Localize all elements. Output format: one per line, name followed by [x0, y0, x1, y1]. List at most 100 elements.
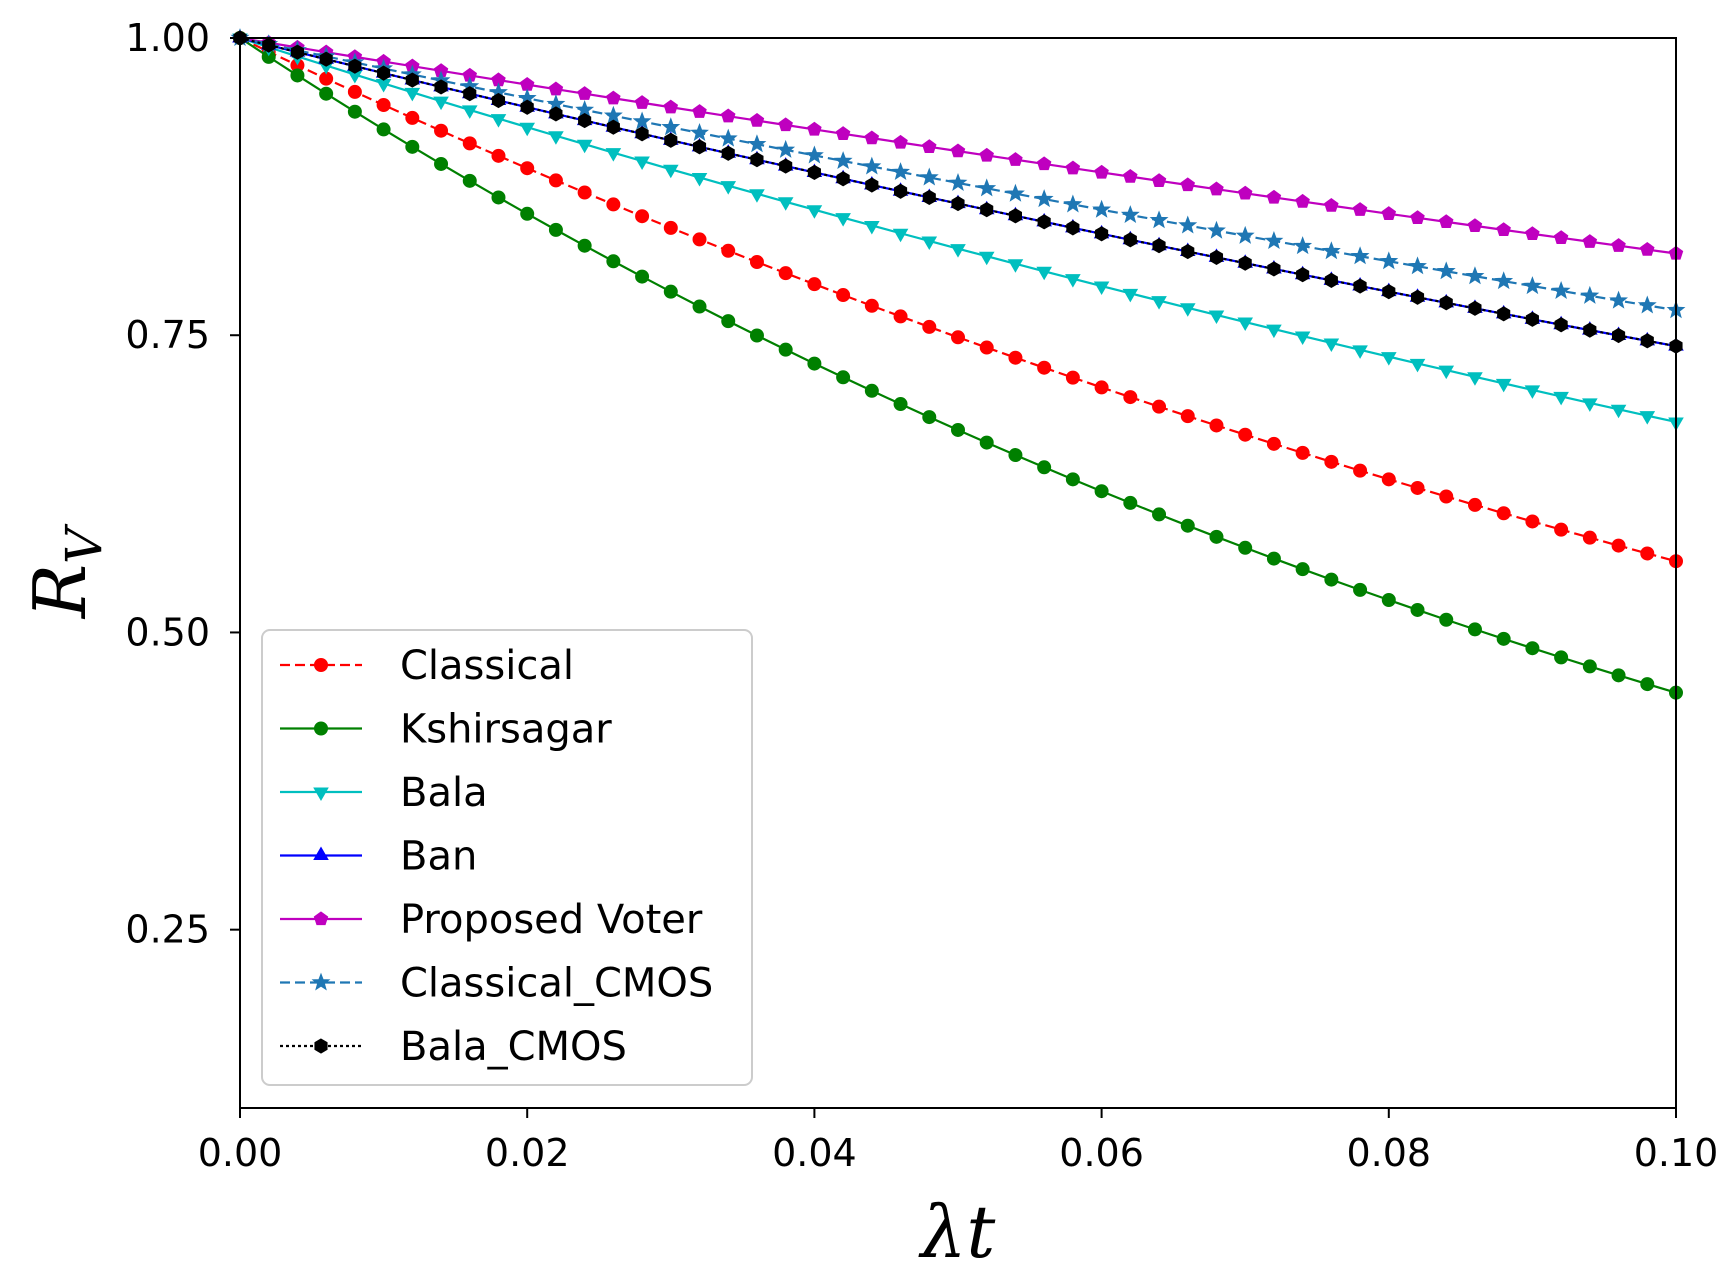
data-point-bala [576, 139, 593, 154]
data-point-bala [1553, 391, 1569, 406]
legend-label: Classical_CMOS [400, 961, 713, 1007]
data-point-kshirsagar [462, 173, 477, 188]
data-point-classical [1209, 418, 1224, 433]
data-point-classical [1381, 472, 1396, 487]
data-point-kshirsagar [1209, 529, 1224, 544]
data-point-classical-cmos [1350, 246, 1370, 265]
data-point-proposed-voter [1266, 189, 1282, 204]
y-axis-label: RV [18, 523, 113, 620]
data-point-proposed-voter [634, 95, 650, 109]
data-point-bala-cmos [1095, 226, 1109, 242]
data-point-classical [1008, 350, 1023, 365]
data-point-bala [663, 164, 679, 179]
legend-marker [314, 658, 328, 672]
data-point-classical-cmos [1178, 215, 1198, 234]
data-point-bala [1122, 288, 1139, 303]
data-point-bala [1467, 372, 1483, 386]
data-point-bala-cmos [405, 72, 419, 88]
data-point-proposed-voter [577, 86, 592, 100]
series-classical [233, 31, 1683, 569]
data-point-classical [491, 148, 506, 163]
data-point-bala-cmos [1152, 238, 1166, 254]
data-point-classical-cmos [1379, 251, 1399, 270]
data-point-classical-cmos [690, 122, 709, 141]
data-point-classical-cmos [948, 173, 968, 191]
data-point-classical [462, 136, 477, 151]
data-point-proposed-voter [1438, 214, 1454, 229]
data-point-classical [692, 232, 707, 247]
data-point-classical-cmos [1436, 261, 1456, 280]
data-point-classical-cmos [1235, 225, 1255, 244]
data-point-bala [1409, 358, 1426, 373]
data-point-bala [864, 220, 880, 235]
data-point-bala-cmos [1410, 289, 1425, 305]
data-point-proposed-voter [692, 104, 707, 118]
legend-label: Classical [400, 643, 574, 689]
data-point-bala-cmos [635, 126, 649, 142]
data-point-classical-cmos [1207, 220, 1226, 239]
data-point-kshirsagar [347, 104, 362, 119]
data-point-bala [1093, 281, 1110, 296]
data-point-proposed-voter [1467, 218, 1483, 233]
data-point-classical [1324, 454, 1339, 469]
data-point-bala-cmos [578, 113, 592, 129]
data-point-bala [749, 189, 765, 203]
data-point-classical-cmos [661, 117, 681, 136]
data-point-classical-cmos [632, 111, 652, 130]
data-point-proposed-voter [864, 130, 880, 145]
data-point-classical [1266, 436, 1281, 451]
series-line-classical-cmos [239, 36, 1677, 312]
data-point-bala [1208, 310, 1225, 324]
data-point-bala-cmos [1439, 295, 1453, 311]
data-point-kshirsagar [1238, 540, 1253, 555]
data-point-classical-cmos [891, 162, 910, 181]
data-point-bala [404, 87, 421, 102]
data-point-classical [749, 255, 764, 270]
data-point-kshirsagar [1582, 659, 1597, 674]
legend-marker [314, 1038, 328, 1054]
data-point-classical-cmos [1465, 266, 1485, 285]
data-point-kshirsagar [635, 269, 650, 284]
legend-marker [313, 787, 329, 801]
legend-entry-kshirsagar: Kshirsagar [280, 707, 612, 753]
data-point-bala-cmos [893, 183, 908, 199]
legend-label: Bala_CMOS [400, 1024, 627, 1070]
x-tick-label: 0.10 [1634, 1131, 1719, 1175]
data-point-classical [778, 266, 793, 281]
data-point-bala-cmos [750, 152, 764, 168]
data-point-bala-cmos [721, 145, 735, 161]
data-point-classical [548, 173, 563, 188]
data-point-bala-cmos [1008, 208, 1023, 224]
data-point-bala [461, 105, 478, 119]
data-point-kshirsagar [491, 190, 506, 205]
data-point-bala-cmos [1238, 255, 1252, 271]
data-point-bala-cmos [1497, 306, 1511, 322]
data-point-bala [835, 213, 851, 227]
data-point-bala-cmos [692, 139, 707, 155]
data-point-bala-cmos [1267, 261, 1281, 277]
data-point-bala-cmos [1525, 311, 1539, 327]
data-point-classical-cmos [1006, 183, 1025, 202]
data-point-bala [490, 114, 507, 128]
data-point-bala-cmos [606, 119, 620, 135]
data-point-classical-cmos [1120, 205, 1140, 224]
legend-marker [314, 721, 328, 736]
data-point-proposed-voter [663, 99, 679, 114]
data-point-proposed-voter [1237, 185, 1253, 200]
data-point-kshirsagar [951, 422, 965, 437]
data-point-proposed-voter [1036, 156, 1052, 171]
data-point-kshirsagar [1065, 472, 1080, 487]
data-point-classical [1410, 480, 1425, 495]
data-point-classical-cmos [1494, 271, 1514, 290]
data-point-bala [1151, 296, 1167, 310]
data-point-kshirsagar [836, 370, 851, 385]
data-point-kshirsagar [778, 342, 793, 357]
data-point-bala [1438, 365, 1455, 380]
data-point-proposed-voter [950, 143, 966, 158]
data-point-classical [721, 243, 736, 258]
data-point-classical-cmos [603, 105, 623, 124]
legend-marker [313, 846, 329, 860]
data-point-kshirsagar [319, 86, 334, 101]
data-point-classical-cmos [1034, 189, 1054, 208]
